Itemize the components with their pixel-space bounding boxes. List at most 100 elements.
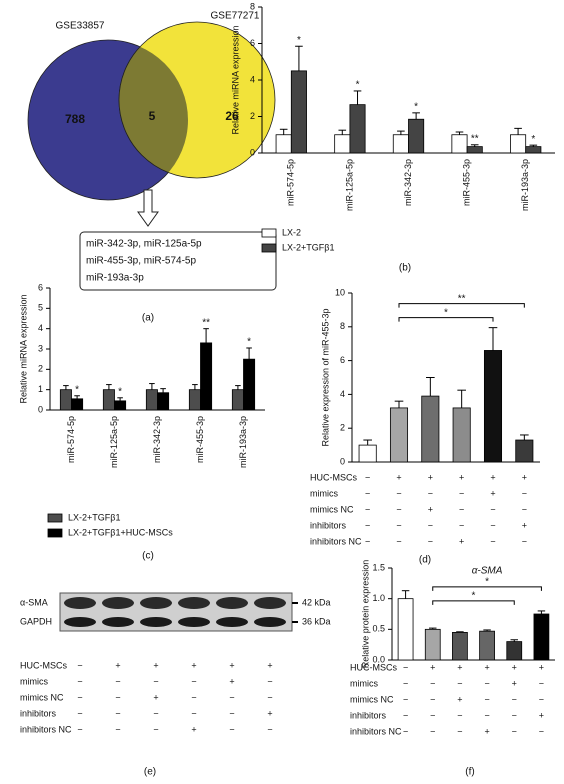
y-tick-label: 1.5 xyxy=(372,562,385,572)
significance: ** xyxy=(458,293,466,304)
significance: * xyxy=(297,35,301,46)
treatment-sign: − xyxy=(457,678,462,688)
bar xyxy=(408,118,425,154)
annotation: α-SMA xyxy=(472,566,503,577)
treatment-label: inhibitors NC xyxy=(310,536,362,546)
blot-band xyxy=(178,597,210,609)
treatment-label: mimics NC xyxy=(310,504,354,514)
y-tick-label: 8 xyxy=(250,1,255,11)
blot-band xyxy=(102,597,134,609)
treatment-sign: − xyxy=(484,710,489,720)
treatment-sign: − xyxy=(490,520,495,530)
x-tick-label: miR-125a-5p xyxy=(109,416,119,468)
band-size: 42 kDa xyxy=(302,597,331,607)
treatment-sign: − xyxy=(153,708,158,718)
treatment-sign: + xyxy=(153,692,158,702)
significance: ** xyxy=(202,317,210,328)
treatment-sign: − xyxy=(459,488,464,498)
y-tick-label: 0.5 xyxy=(372,624,385,634)
treatment-sign: − xyxy=(512,694,517,704)
treatment-label: inhibitors NC xyxy=(20,724,72,734)
treatment-sign: − xyxy=(77,708,82,718)
band-label: α-SMA xyxy=(20,597,48,607)
bar xyxy=(421,395,440,463)
y-tick-label: 4 xyxy=(250,74,255,84)
bar xyxy=(200,342,213,411)
venn-diagram: GSE33857 GSE77271 788 5 26 miR-342-3p, m… xyxy=(27,11,277,324)
x-tick-label: miR-125a-5p xyxy=(344,159,354,211)
bar xyxy=(479,630,495,661)
y-axis-label: Relative protein expression xyxy=(360,560,370,669)
treatment-sign: + xyxy=(191,660,196,670)
significance: * xyxy=(247,337,251,348)
legend-swatch xyxy=(261,228,277,238)
bar xyxy=(145,389,158,411)
y-tick-label: 6 xyxy=(340,355,345,365)
shared-box xyxy=(79,231,277,291)
bar xyxy=(510,134,527,154)
treatment-sign: − xyxy=(153,724,158,734)
bar xyxy=(533,613,550,661)
y-tick-label: 0.0 xyxy=(372,654,385,664)
bar xyxy=(275,134,292,154)
treatment-sign: − xyxy=(115,692,120,702)
treatment-sign: − xyxy=(77,692,82,702)
bar xyxy=(349,104,366,154)
treatment-sign: − xyxy=(512,726,517,736)
treatment-sign: + xyxy=(267,660,272,670)
treatment-sign: − xyxy=(484,694,489,704)
treatment-sign: − xyxy=(365,520,370,530)
treatment-sign: − xyxy=(403,726,408,736)
significance: * xyxy=(118,386,122,397)
treatment-sign: − xyxy=(403,662,408,672)
treatment-label: mimics NC xyxy=(350,694,394,704)
shared-list: miR-342-3p, miR-125a-5p xyxy=(86,239,202,250)
treatment-label: HUC-MSCs xyxy=(20,660,67,670)
y-tick-label: 8 xyxy=(340,321,345,331)
y-tick-label: 1 xyxy=(38,384,43,394)
significance-bracket xyxy=(398,317,494,322)
treatment-sign: + xyxy=(484,726,489,736)
blot-band xyxy=(216,617,248,627)
legend-label: LX-2+TGFβ1 xyxy=(282,242,334,252)
overlap-count: 5 xyxy=(149,109,156,123)
band-label: GAPDH xyxy=(20,616,52,626)
significance: * xyxy=(472,591,476,602)
blot-band xyxy=(140,597,172,609)
treatment-sign: + xyxy=(539,662,544,672)
y-tick-label: 4 xyxy=(340,389,345,399)
treatment-sign: + xyxy=(539,710,544,720)
legend-label: LX-2+TGFβ1 xyxy=(68,512,120,522)
legend-label: LX-2+TGFβ1+HUC-MSCs xyxy=(68,527,173,537)
x-tick-label: miR-193a-3p xyxy=(520,159,530,211)
treatment-sign: − xyxy=(539,694,544,704)
treatment-sign: + xyxy=(267,708,272,718)
x-tick-label: miR-455-3p xyxy=(461,159,471,206)
treatment-sign: − xyxy=(229,708,234,718)
treatment-sign: − xyxy=(77,724,82,734)
x-tick-label: miR-574-5p xyxy=(66,416,76,463)
legend-label: LX-2 xyxy=(282,227,301,237)
treatment-sign: − xyxy=(365,536,370,546)
significance-bracket xyxy=(432,586,542,591)
y-tick-label: 0 xyxy=(38,404,43,414)
treatment-sign: − xyxy=(365,488,370,498)
set-name: GSE33857 xyxy=(56,21,105,32)
bar xyxy=(452,407,471,463)
arrow xyxy=(137,189,159,227)
bar xyxy=(243,358,256,411)
bar xyxy=(451,134,468,154)
treatment-label: inhibitors xyxy=(20,708,57,718)
y-tick-label: 6 xyxy=(38,282,43,292)
treatment-sign: + xyxy=(490,472,495,482)
treatment-sign: − xyxy=(430,678,435,688)
treatment-sign: − xyxy=(539,678,544,688)
treatment-sign: − xyxy=(115,676,120,686)
bar xyxy=(389,407,409,463)
x-tick-label: miR-193a-3p xyxy=(238,416,248,468)
blot-band xyxy=(102,617,134,627)
significance: * xyxy=(485,577,489,588)
treatment-label: mimics xyxy=(310,488,338,498)
treatment-sign: + xyxy=(522,520,527,530)
